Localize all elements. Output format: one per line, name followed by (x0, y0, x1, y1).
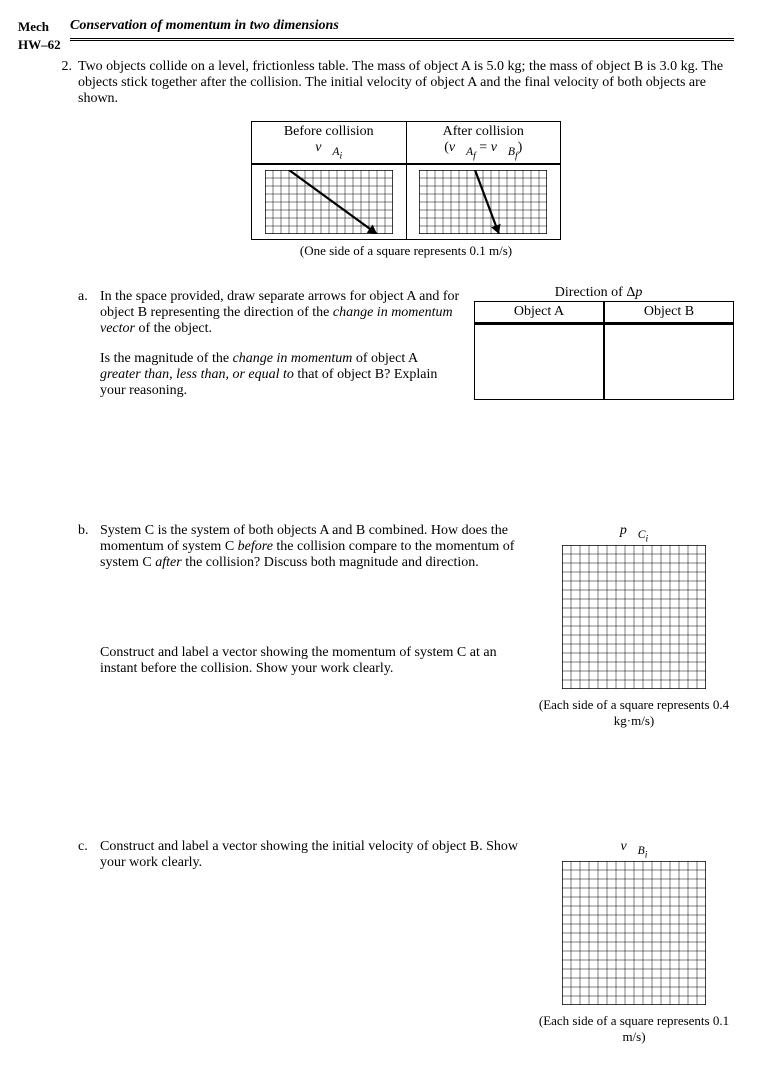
part-b-figure: p⃗Ci (Each side of a square represents 0… (534, 523, 734, 729)
delta-p-left-label: Object A (475, 302, 603, 322)
problem-intro: Two objects collide on a level, friction… (78, 59, 734, 107)
part-b-body: System C is the system of both objects A… (100, 523, 734, 729)
part-b-text: System C is the system of both objects A… (100, 523, 534, 729)
part-c-grid (562, 861, 706, 1010)
collision-figure: Before collision v⃗Ai After collision (v… (251, 121, 561, 240)
pb-t1-post: the collision? Discuss both magnitude an… (182, 555, 479, 570)
problem: 2. Two objects collide on a level, frict… (50, 59, 734, 1045)
pa-t2-pre: Is the magnitude of the (100, 351, 233, 366)
before-grid (252, 167, 406, 237)
part-a-para1: In the space provided, draw separate arr… (100, 289, 460, 337)
part-a-para2: Is the magnitude of the change in moment… (100, 351, 460, 399)
after-label: After collision (407, 124, 561, 140)
part-c-text: Construct and label a vector showing the… (100, 839, 534, 1045)
pb-t1-em2: after (155, 555, 181, 570)
part-b-grid (562, 545, 706, 694)
before-header: Before collision v⃗Ai (252, 122, 406, 164)
before-symbol: v⃗Ai (252, 140, 406, 161)
before-label: Before collision (252, 124, 406, 140)
part-a-body: In the space provided, draw separate arr… (100, 289, 734, 413)
part-c-caption: (Each side of a square represents 0.1 m/… (534, 1013, 734, 1045)
pa-t2-em1: change in momentum (233, 351, 353, 366)
after-header: After collision (v⃗Af = v⃗Bf) (406, 122, 561, 164)
part-c: c. Construct and label a vector showing … (78, 839, 734, 1045)
gap-bc (78, 729, 734, 809)
pa-t1-post: of the object. (135, 321, 212, 336)
part-c-symbol: v⃗Bi (534, 839, 734, 860)
part-b-para1: System C is the system of both objects A… (100, 523, 520, 571)
page: Mech HW–62 Conservation of momentum in t… (0, 0, 764, 1075)
gap-ab (78, 413, 734, 493)
after-grid (407, 167, 561, 237)
chapter-title: Conservation of momentum in two dimensio… (70, 18, 734, 34)
part-c-letter: c. (78, 839, 100, 1045)
course-hw-label: Mech HW–62 (18, 18, 70, 53)
problem-body: Two objects collide on a level, friction… (78, 59, 734, 1045)
before-grid-cell (252, 165, 406, 239)
part-a-text: In the space provided, draw separate arr… (100, 289, 474, 413)
pa-t2-mid: of object A (352, 351, 417, 366)
delta-p-body-row (474, 323, 734, 400)
collision-header-row: Before collision v⃗Ai After collision (v… (251, 121, 561, 165)
course-code: Mech (18, 18, 70, 36)
hw-code: HW–62 (18, 36, 70, 54)
title-block: Conservation of momentum in two dimensio… (70, 18, 734, 57)
problem-number: 2. (50, 59, 78, 1045)
part-a: a. In the space provided, draw separate … (78, 289, 734, 413)
header-rule (70, 38, 734, 41)
part-b-para2: Construct and label a vector showing the… (100, 645, 520, 677)
part-c-para1: Construct and label a vector showing the… (100, 839, 520, 871)
delta-p-right-box (603, 324, 733, 399)
delta-p-header-row: Object A Object B (474, 301, 734, 323)
pa-t2-em2: greater than, less than, or equal to (100, 367, 294, 382)
part-b-symbol: p⃗Ci (534, 523, 734, 544)
delta-p-right-label: Object B (603, 302, 733, 322)
collision-grid-row (251, 165, 561, 240)
page-header: Mech HW–62 Conservation of momentum in t… (18, 18, 734, 57)
after-symbol: (v⃗Af = v⃗Bf) (407, 140, 561, 161)
part-b-caption: (Each side of a square represents 0.4 kg… (534, 697, 734, 729)
part-c-figure: v⃗Bi (Each side of a square represents 0… (534, 839, 734, 1045)
delta-p-figure: Direction of Δp⃗ Object A Object B (474, 285, 734, 413)
part-b: b. System C is the system of both object… (78, 523, 734, 729)
part-c-body: Construct and label a vector showing the… (100, 839, 734, 1045)
pb-t1-em1: before (238, 539, 273, 554)
gap-b-inner (100, 585, 520, 645)
collision-caption: (One side of a square represents 0.1 m/s… (78, 243, 734, 259)
part-a-letter: a. (78, 289, 100, 413)
delta-p-left-box (475, 324, 603, 399)
part-b-letter: b. (78, 523, 100, 729)
after-grid-cell (406, 165, 561, 239)
delta-p-title: Direction of Δp⃗ (474, 285, 734, 301)
